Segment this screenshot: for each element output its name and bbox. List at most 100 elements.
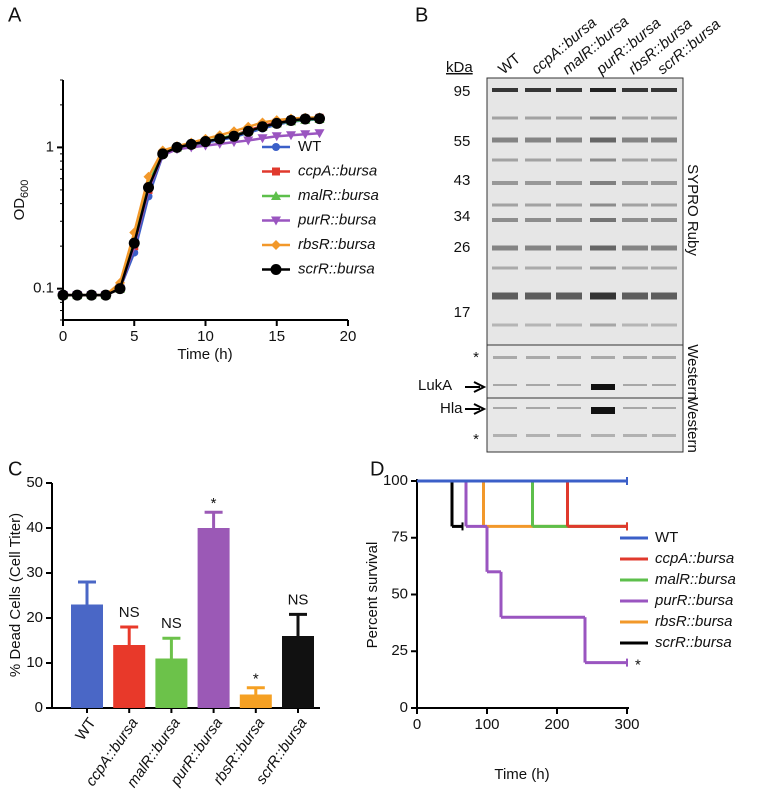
marker — [143, 182, 154, 194]
gel-band — [492, 137, 518, 143]
y-axis-label: % Dead Cells (Cell Titer) — [7, 513, 24, 677]
gel-band — [525, 323, 551, 327]
x-tick-label: 15 — [268, 328, 285, 345]
gel-band — [590, 266, 616, 270]
gel-western-2 — [486, 397, 684, 453]
gel-band — [651, 245, 677, 251]
gel-band — [556, 245, 582, 251]
asterisk: * — [473, 431, 479, 448]
bar — [155, 658, 188, 708]
series — [58, 129, 325, 301]
marker — [257, 134, 268, 144]
gel-band — [623, 384, 647, 386]
bar — [113, 645, 146, 708]
gel-band — [557, 384, 581, 386]
gel-band — [525, 116, 551, 120]
x-axis-label: Time (h) — [494, 766, 549, 783]
stain-label: SYPRO Ruby — [684, 164, 701, 256]
gel-band — [651, 88, 677, 92]
y-tick-label: 20 — [26, 609, 43, 626]
marker — [114, 283, 126, 295]
gel-band — [622, 218, 648, 222]
gel-band — [651, 116, 677, 120]
gel-band — [623, 434, 647, 437]
gel-band — [651, 266, 677, 270]
y-axis-label: Percent survival — [364, 542, 381, 649]
gel-stain — [486, 77, 684, 346]
gel-band — [525, 245, 551, 251]
marker — [271, 117, 283, 129]
mw-label: 95 — [454, 83, 471, 100]
gel-band — [526, 384, 550, 386]
mw-label: 26 — [454, 239, 471, 256]
gel-band — [591, 434, 615, 437]
gel-band — [590, 292, 616, 300]
gel-band — [492, 158, 518, 162]
gel-band — [622, 292, 648, 300]
bar — [197, 528, 230, 708]
bar — [71, 604, 103, 708]
gel-band — [590, 88, 616, 92]
marker — [157, 148, 169, 160]
gel-band — [622, 116, 648, 120]
gel-band — [651, 137, 677, 143]
legend-label: rbsR::bursa — [655, 613, 733, 630]
x-tick-label: WT — [72, 715, 99, 744]
gel-western-1 — [486, 344, 684, 399]
gel-band — [525, 218, 551, 222]
x-tick-label: 0 — [59, 328, 67, 345]
gel-band — [590, 116, 616, 120]
gel-band — [590, 245, 616, 251]
gel-band — [651, 323, 677, 327]
gel-band — [591, 356, 615, 359]
legend-label: purR::bursa — [297, 211, 376, 228]
gel-band — [556, 266, 582, 270]
y-tick-label: 10 — [26, 654, 43, 671]
gel-band — [492, 266, 518, 270]
y-tick-label: 40 — [26, 519, 43, 536]
x-tick-label: 20 — [340, 328, 357, 345]
mw-label: 17 — [454, 304, 471, 321]
gel-band — [651, 203, 677, 207]
y-tick-label: 0.1 — [33, 280, 54, 297]
gel-band — [590, 203, 616, 207]
gel-band — [652, 434, 676, 437]
band-label: Hla — [440, 400, 463, 417]
gel-band — [651, 218, 677, 222]
gel-band — [556, 137, 582, 143]
gel-band — [590, 137, 616, 143]
gel-band — [652, 384, 676, 386]
gel-band — [526, 434, 550, 437]
marker — [271, 132, 282, 142]
y-tick-label: 0 — [35, 699, 43, 716]
gel-band — [590, 323, 616, 327]
marker — [270, 264, 282, 275]
annotation: NS — [119, 604, 140, 621]
x-axis-label: Time (h) — [177, 346, 232, 363]
marker — [185, 138, 197, 150]
gel-band — [525, 137, 551, 143]
marker — [128, 237, 140, 249]
annotation: * — [211, 495, 217, 512]
annotation: * — [635, 657, 641, 674]
gel-band — [623, 407, 647, 409]
gel-band — [622, 88, 648, 92]
marker — [299, 113, 311, 125]
panel-label: B — [415, 4, 428, 26]
gel-band — [492, 88, 518, 92]
gel-band — [652, 356, 676, 359]
y-tick-label: 30 — [26, 564, 43, 581]
panel-label: C — [8, 458, 22, 480]
marker — [272, 167, 280, 176]
annotation: NS — [161, 615, 182, 632]
marker — [171, 141, 183, 153]
gel-band — [622, 245, 648, 251]
gel-band — [556, 88, 582, 92]
mw-label: 43 — [454, 172, 471, 189]
gel-band — [525, 88, 551, 92]
marker — [242, 125, 254, 137]
unit-label: kDa — [446, 59, 473, 76]
legend-label: ccpA::bursa — [655, 550, 734, 567]
gel-band — [590, 158, 616, 162]
gel-band — [651, 181, 677, 185]
